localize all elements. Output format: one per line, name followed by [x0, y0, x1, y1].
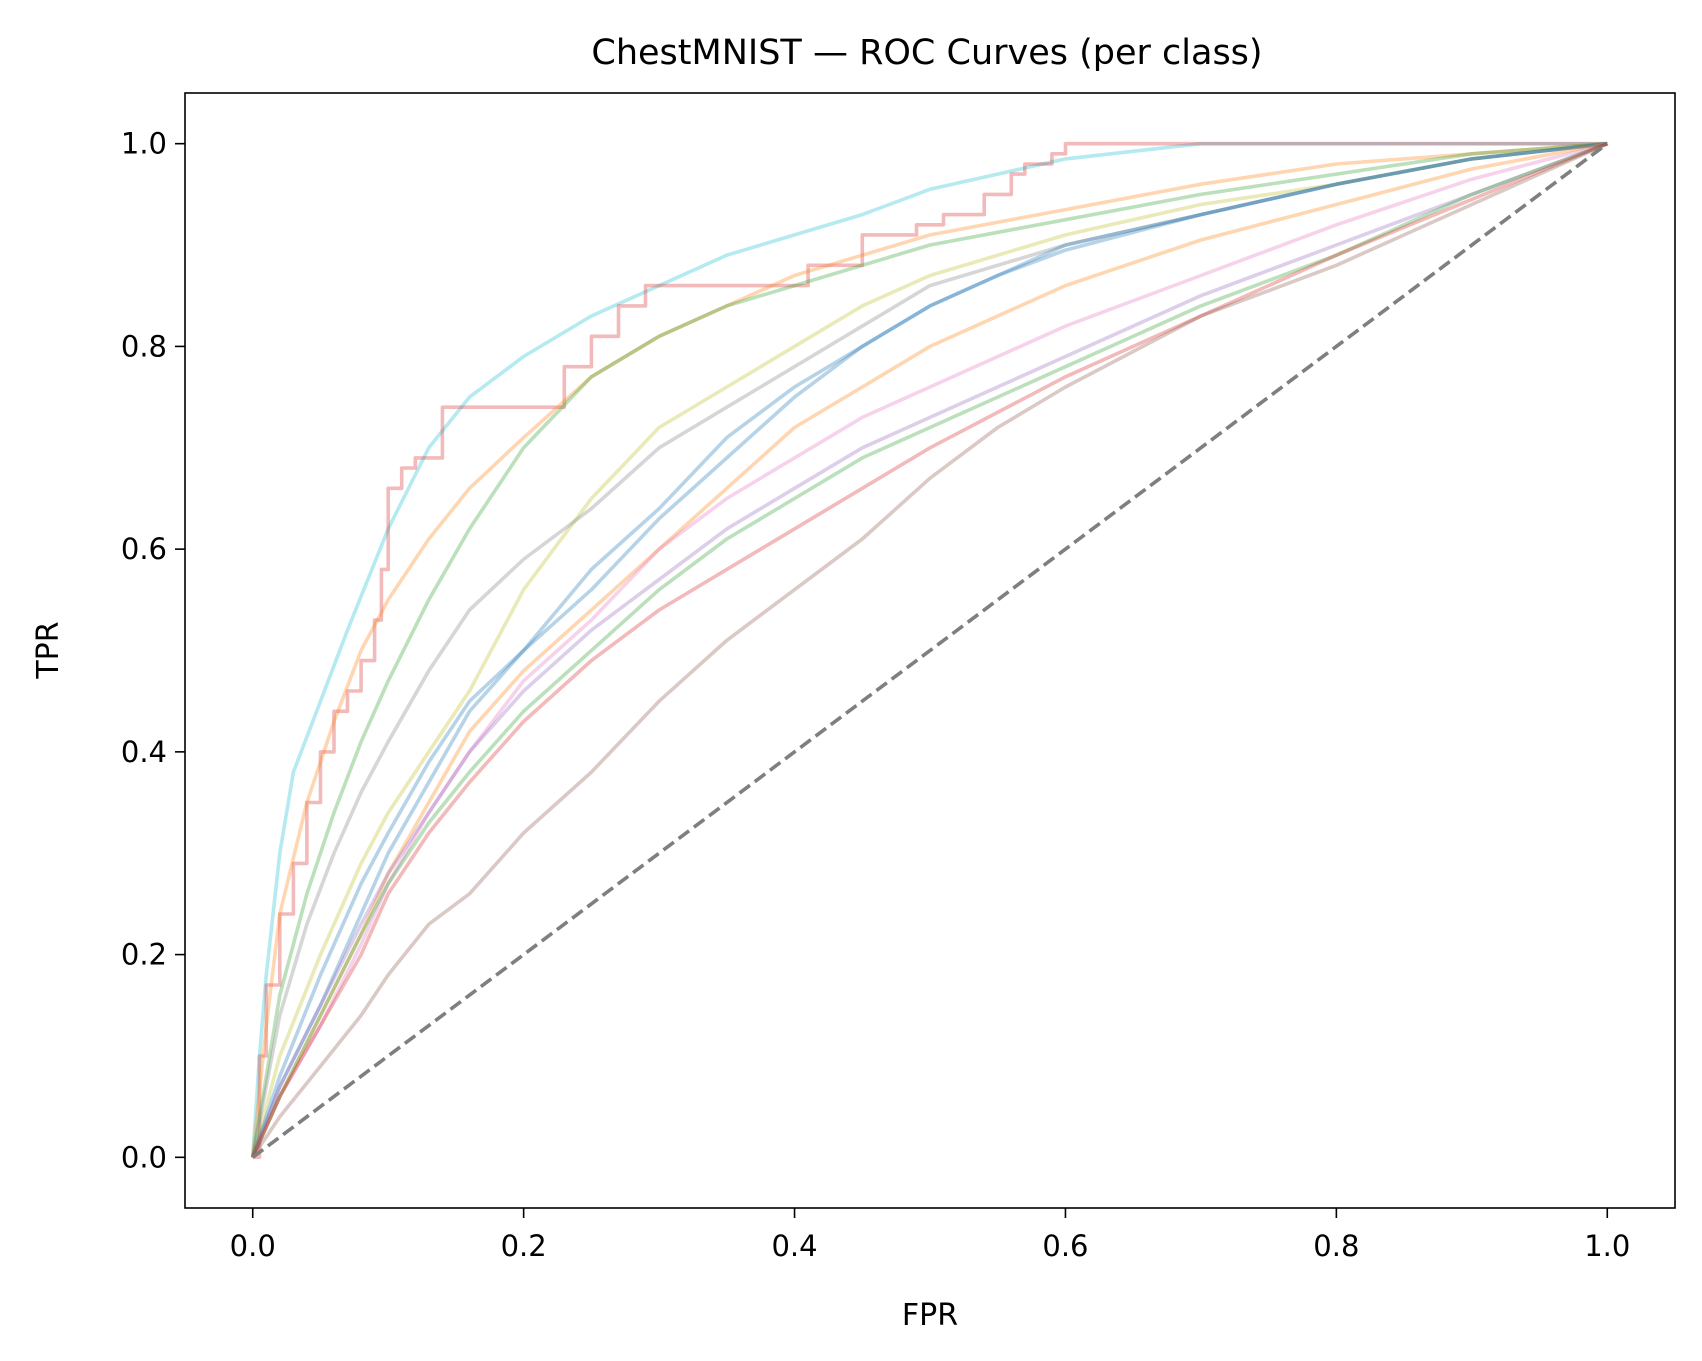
- y-tick-label: 1.0: [121, 127, 167, 161]
- roc-curve-class-0: [250, 141, 1608, 1158]
- x-tick-label: 0.2: [501, 1229, 547, 1263]
- y-tick-label: 0.6: [121, 532, 167, 566]
- roc-curve-class-10: [251, 142, 1608, 1158]
- roc-curve-class-7: [251, 141, 1608, 1158]
- chance-diagonal-layer: [251, 142, 1609, 1159]
- x-tick-label: 0.4: [771, 1229, 817, 1263]
- x-tick-label: 0.0: [230, 1229, 276, 1263]
- roc-curves: [250, 141, 1609, 1160]
- roc-curve-class-6: [250, 141, 1608, 1158]
- y-tick-label: 0.2: [121, 938, 167, 972]
- roc-curve-class-2: [250, 141, 1608, 1158]
- y-tick-label: 0.8: [121, 329, 167, 363]
- roc-curve-class-13: [251, 142, 1609, 1159]
- roc-curve-class-12: [251, 142, 1608, 1159]
- roc-curve-class-8: [251, 141, 1608, 1159]
- roc-curve-class-4: [250, 141, 1608, 1158]
- chance-diagonal: [251, 142, 1609, 1159]
- x-axis-label: FPR: [902, 1298, 958, 1333]
- roc-curve-class-3: [250, 141, 1608, 1158]
- y-tick-label: 0.0: [121, 1140, 167, 1174]
- y-axis-ticks: 0.0 0.2 0.4 0.6 0.8 1.0: [121, 127, 185, 1174]
- x-tick-label: 0.8: [1313, 1229, 1359, 1263]
- roc-curve-class-5: [250, 141, 1608, 1158]
- y-axis-label: TPR: [31, 621, 66, 679]
- chart-title: ChestMNIST — ROC Curves (per class): [591, 33, 1262, 73]
- roc-curve-class-9: [251, 141, 1608, 1159]
- x-tick-label: 1.0: [1584, 1229, 1630, 1263]
- roc-curve-class-11: [251, 142, 1608, 1159]
- x-axis-ticks: 0.0 0.2 0.4 0.6 0.8 1.0: [230, 1208, 1630, 1263]
- y-tick-label: 0.4: [121, 735, 167, 769]
- x-tick-label: 0.6: [1042, 1229, 1088, 1263]
- roc-curve-class-1: [252, 141, 1608, 1160]
- plot-frame: [184, 92, 1676, 1209]
